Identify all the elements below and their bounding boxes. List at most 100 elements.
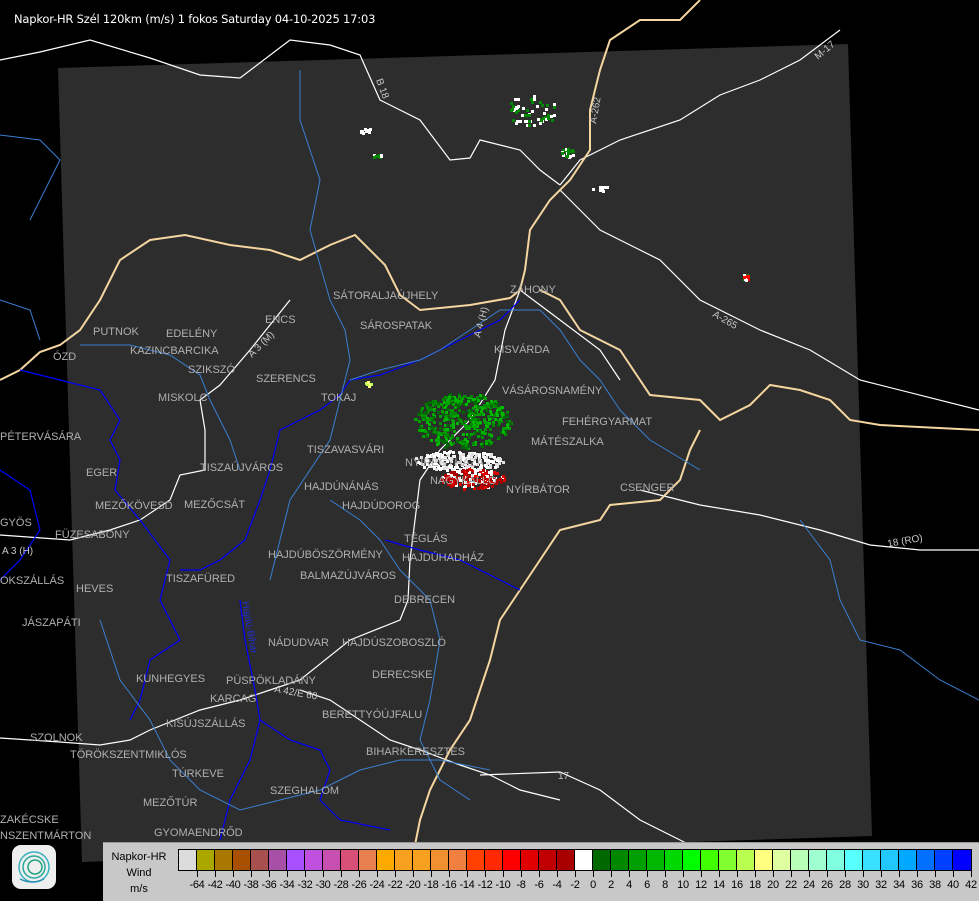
legend-color-box [593, 850, 611, 870]
radar-echo [468, 475, 471, 478]
radar-echo [478, 473, 481, 476]
radar-echo [431, 464, 434, 467]
legend-tick-label: -8 [516, 879, 526, 891]
radar-echo [452, 442, 455, 445]
radar-echo [474, 413, 477, 416]
radar-echo [451, 409, 454, 412]
radar-echo [487, 459, 490, 462]
radar-echo [420, 409, 423, 412]
radar-echo [513, 109, 516, 112]
city-label: SÁTORALJAÚJHELY [333, 289, 439, 302]
radar-echo [486, 485, 489, 488]
radar-echo [546, 104, 549, 107]
radar-echo [474, 411, 477, 414]
radar-echo [479, 466, 482, 469]
radar-echo [450, 485, 453, 488]
radar-echo [422, 435, 425, 438]
radar-echo [491, 460, 494, 463]
legend-tick [917, 871, 918, 877]
radar-echo [599, 186, 602, 189]
radar-echo [480, 434, 483, 437]
radar-echo [530, 98, 533, 101]
legend-color-box [809, 850, 827, 870]
legend-tick-label: -32 [297, 879, 313, 891]
radar-echo [473, 487, 476, 490]
radar-echo [449, 400, 452, 403]
radar-echo [504, 433, 507, 436]
radar-echo [486, 478, 489, 481]
legend-tick [647, 871, 648, 877]
legend-title-line: Napkor-HR [111, 851, 167, 863]
radar-echo [439, 459, 442, 462]
radar-echo [553, 103, 556, 106]
radar-echo [442, 476, 445, 479]
radar-echo [437, 465, 440, 468]
radar-echo [476, 469, 479, 472]
radar-echo [423, 414, 426, 417]
radar-echo [565, 148, 568, 151]
radar-echo [444, 474, 447, 477]
radar-echo [490, 470, 493, 473]
legend-color-box [701, 850, 719, 870]
legend-tick-label: -12 [477, 879, 493, 891]
radar-echo [496, 459, 499, 462]
radar-echo [465, 443, 468, 446]
radar-echo [459, 461, 462, 464]
radar-echo [490, 434, 493, 437]
radar-echo [543, 112, 546, 115]
radar-echo [448, 475, 451, 478]
radar-echo [456, 405, 459, 408]
radar-echo [515, 111, 518, 114]
legend-tick-label: -64 [189, 879, 205, 891]
radar-echo [482, 473, 485, 476]
radar-echo [452, 423, 455, 426]
radar-echo [462, 433, 465, 436]
radar-echo [468, 457, 471, 460]
radar-echo [467, 397, 470, 400]
radar-echo [541, 104, 544, 107]
radar-echo [460, 398, 463, 401]
radar-echo [434, 400, 437, 403]
radar-echo [540, 120, 543, 123]
radar-echo [474, 470, 477, 473]
legend-tick-label: 4 [626, 879, 632, 891]
radar-echo [494, 458, 497, 461]
radar-echo [451, 469, 454, 472]
city-label: ÓZD [53, 350, 76, 363]
radar-echo [484, 486, 487, 489]
radar-echo [474, 456, 477, 459]
radar-echo [497, 424, 500, 427]
radar-echo [441, 456, 444, 459]
radar-echo [567, 148, 570, 151]
legend-tick-label: 26 [821, 879, 833, 891]
radar-echo [517, 98, 520, 101]
radar-echo [476, 475, 479, 478]
legend-tick [863, 871, 864, 877]
radar-echo [430, 426, 433, 429]
legend-tick-label: 28 [839, 879, 851, 891]
radar-echo [429, 406, 432, 409]
radar-echo [426, 463, 429, 466]
radar-echo [447, 483, 450, 486]
radar-echo [440, 439, 443, 442]
radar-echo [550, 115, 553, 118]
radar-echo [562, 154, 565, 157]
radar-echo [377, 155, 380, 158]
radar-echo [464, 462, 467, 465]
radar-echo [457, 416, 460, 419]
radar-echo [489, 410, 492, 413]
legend-tick [215, 871, 216, 877]
city-label: KARCAG [210, 693, 256, 705]
napkor-logo [12, 845, 56, 889]
radar-echo [481, 482, 484, 485]
radar-echo [480, 475, 483, 478]
radar-echo [465, 447, 468, 450]
radar-echo [426, 417, 429, 420]
radar-echo [494, 400, 497, 403]
legend-tick [503, 871, 504, 877]
city-label: CSENGER [620, 482, 674, 494]
radar-echo [471, 466, 474, 469]
radar-echo [490, 481, 493, 484]
radar-echo [460, 468, 463, 471]
radar-echo [480, 464, 483, 467]
